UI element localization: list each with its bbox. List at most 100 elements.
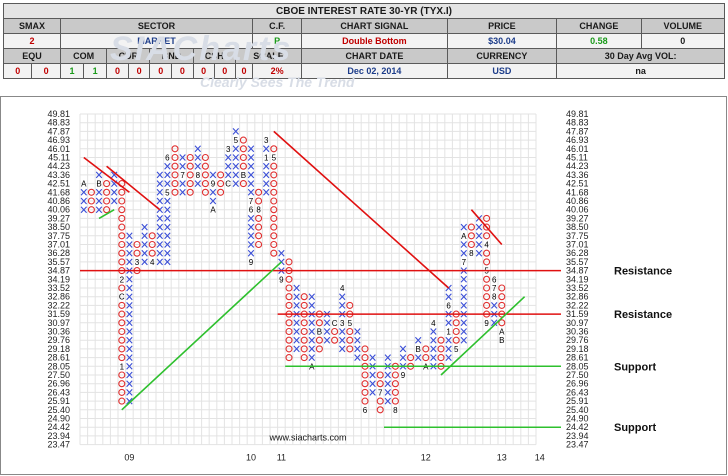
month-marker: 9 [211,180,216,189]
y-tick-right: 47.87 [566,126,589,136]
x-box [95,197,103,205]
o-box [118,206,126,214]
o-box [467,223,475,231]
month-marker: 4 [150,258,155,267]
x-box [156,180,164,187]
month-marker: 6 [249,206,254,215]
y-tick-right: 25.40 [566,405,589,415]
x-box [95,188,103,196]
o-box [285,327,293,336]
x-tick-label: 14 [535,453,545,463]
o-box [133,249,141,257]
x-box [308,293,316,301]
com-label: COM [59,48,108,64]
x-box [164,206,171,214]
x-box [460,223,468,231]
y-tick-left: 32.86 [47,292,70,302]
o-box [315,319,323,327]
x-box [430,354,437,361]
resistance-label: Resistance [614,266,672,278]
x-box [460,275,468,283]
x-box [232,145,240,153]
o-box [270,171,278,179]
chart-header: CBOE INTEREST RATE 30-YR (TYX.I) SMAX SE… [0,0,728,96]
x-box [262,171,270,179]
x-box [194,145,202,153]
x-box [164,232,171,240]
y-tick-left: 38.50 [47,222,70,232]
x-box [490,319,498,327]
month-marker: 5 [454,345,459,354]
x-box [156,223,164,231]
x-box [179,154,186,161]
o-box [118,388,126,396]
x-box [156,258,164,266]
chart-frame [0,96,727,475]
o-box [422,354,430,362]
x-box [126,380,133,388]
x-box [164,197,171,205]
o-box [270,180,278,188]
o-box [483,275,491,283]
bnd-label: BND [149,48,194,64]
o-box [270,206,278,214]
x-box [247,188,255,196]
month-marker: 2 [120,275,125,284]
y-tick-right: 32.86 [566,292,589,302]
month-marker: 5 [272,154,277,163]
x-box [247,232,255,240]
y-tick-right: 39.27 [566,213,589,223]
o-box [483,232,491,240]
month-marker: B [499,336,504,345]
y-tick-right: 40.06 [566,205,589,215]
x-box [262,145,270,153]
x-box [278,249,285,257]
y-tick-right: 29.76 [566,335,589,345]
x-box [110,171,118,179]
x-box [156,241,164,248]
y-tick-left: 46.01 [47,144,70,154]
x-box [80,188,88,196]
x-box [164,215,171,222]
chart-date-label: CHART DATE [301,48,448,64]
x-box [156,171,164,179]
x-box [126,328,133,335]
x-box [232,180,240,187]
o-box [186,180,194,188]
x-tick-label: 12 [421,453,431,463]
o-box [391,397,399,405]
month-marker: 6 [363,406,368,415]
month-marker: 9 [249,258,254,267]
o-box [483,301,491,309]
source-label: www.siacharts.com [268,433,346,443]
o-box [171,171,179,179]
y-tick-left: 35.57 [47,257,70,267]
y-tick-left: 25.91 [47,396,70,406]
trend-line [106,165,161,211]
y-tick-right: 49.81 [566,109,589,119]
o-box [118,397,126,405]
x-box [141,258,148,266]
currency-label: CURRENCY [446,48,558,64]
x-box [126,249,133,257]
x-box [80,206,88,214]
y-tick-right: 41.68 [566,187,589,197]
o-box [361,354,369,362]
o-box [300,354,308,362]
y-tick-left: 34.19 [47,274,70,284]
x-box [126,397,133,405]
x-box [126,362,133,370]
o-box [118,258,126,266]
o-box [118,249,126,257]
x-box [445,336,452,344]
o-box [361,388,369,396]
vol30-value: na [556,63,725,79]
o-box [255,223,263,231]
x-box [414,354,422,361]
x-box [399,345,407,353]
o-box [201,162,209,170]
month-marker: C [119,293,125,302]
o-box [437,345,445,353]
month-marker: 7 [462,258,467,267]
o-box [407,354,415,362]
